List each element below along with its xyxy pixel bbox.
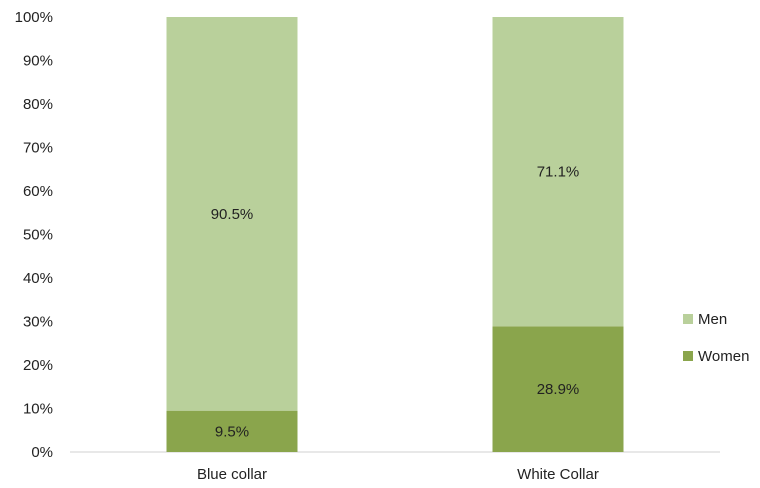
data-label: 9.5%	[215, 423, 249, 440]
legend-label: Women	[698, 348, 749, 365]
category-label: Blue collar	[197, 466, 267, 483]
bar-men-1	[166, 17, 298, 411]
legend-swatch-women	[683, 351, 693, 361]
y-tick-label: 50%	[23, 227, 53, 244]
y-tick-label: 20%	[23, 357, 53, 374]
data-labels: 9.5% 90.5% 28.9% 71.1%	[211, 164, 580, 441]
y-tick-label: 60%	[23, 183, 53, 200]
data-label: 28.9%	[537, 381, 580, 398]
y-axis: 0% 10% 20% 30% 40% 50% 60% 70% 80% 90% 100%	[15, 9, 53, 461]
data-label: 71.1%	[537, 164, 580, 181]
y-tick-label: 70%	[23, 140, 53, 157]
y-tick-label: 40%	[23, 270, 53, 287]
y-tick-label: 10%	[23, 401, 53, 418]
bar-women-1	[166, 410, 298, 452]
y-tick-label: 30%	[23, 314, 53, 331]
y-tick-label: 0%	[31, 444, 53, 461]
category-label: White Collar	[517, 466, 599, 483]
legend-label: Men	[698, 311, 727, 328]
data-label: 90.5%	[211, 206, 254, 223]
bars	[166, 17, 624, 452]
legend: Men Women	[683, 311, 749, 365]
y-tick-label: 80%	[23, 96, 53, 113]
category-labels: Blue collar White Collar	[197, 466, 599, 483]
legend-swatch-men	[683, 314, 693, 324]
bar-women-2	[492, 326, 624, 452]
bar-men-2	[492, 17, 624, 327]
y-tick-label: 100%	[15, 9, 53, 26]
y-tick-label: 90%	[23, 53, 53, 70]
